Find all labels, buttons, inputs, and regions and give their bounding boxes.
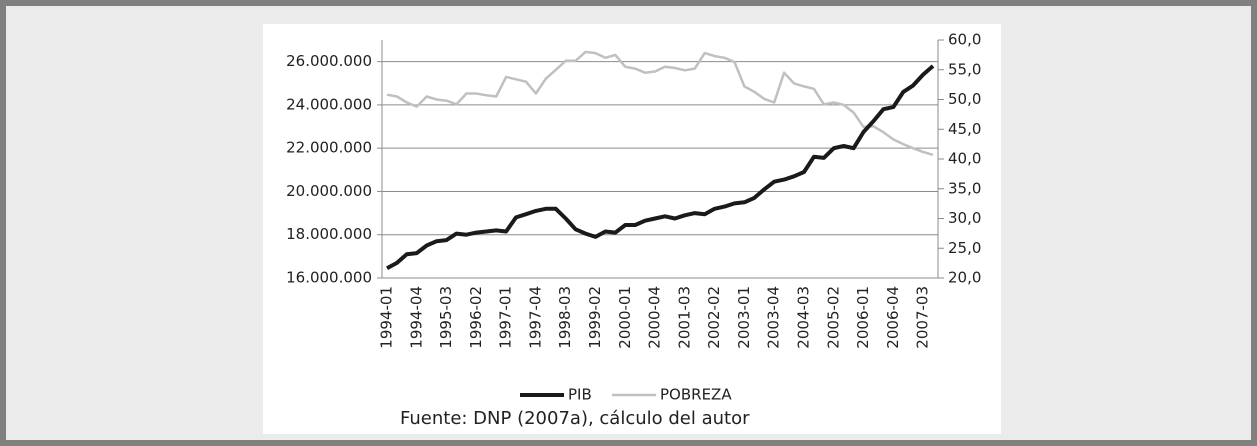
x-tick-label: 2002-02 [705, 286, 723, 349]
source: Fuente: DNP (2007a), cálculo del autor [400, 408, 750, 429]
legend-label: POBREZA [660, 386, 732, 404]
x-tick-label: 2003-01 [735, 286, 753, 349]
y-tick-label: 26.000.000 [286, 52, 372, 70]
y2-tick-label: 35,0 [948, 179, 981, 197]
y-tick-label: 22.000.000 [286, 139, 372, 157]
y2-tick-label: 45,0 [948, 120, 981, 138]
y-tick-label: 18.000.000 [286, 225, 372, 243]
y-tick-label: 20.000.000 [286, 182, 372, 200]
y2-tick-label: 40,0 [948, 150, 981, 168]
x-tick-label: 1997-04 [526, 286, 544, 349]
legend-label: PIB [568, 386, 592, 404]
x-tick-label: 1994-01 [377, 286, 395, 349]
y2-tick-label: 55,0 [948, 60, 981, 78]
y2-tick-label: 20,0 [948, 269, 981, 287]
x-tick-label: 2007-03 [914, 286, 932, 349]
y2-tick-label: 60,0 [948, 31, 981, 49]
x-tick-label: 2006-04 [884, 286, 902, 349]
series-line [386, 50, 934, 156]
x-tick-label: 2000-01 [616, 286, 634, 349]
y2-tick-label: 50,0 [948, 90, 981, 108]
x-tick-label: 2004-03 [794, 286, 812, 349]
y2-tick-label: 30,0 [948, 209, 981, 227]
chart-panel [263, 24, 1001, 434]
x-tick-label: 2005-02 [824, 286, 842, 349]
x-tick-label: 1999-02 [586, 286, 604, 349]
y-tick-label: 24.000.000 [286, 95, 372, 113]
x-tick-label: 1998-03 [556, 286, 574, 349]
x-tick-label: 1994-04 [407, 286, 425, 349]
x-tick-label: 1997-01 [497, 286, 515, 349]
x-tick-label: 2000-04 [646, 286, 664, 349]
y2-tick-label: 25,0 [948, 239, 981, 257]
series-line [386, 64, 935, 271]
x-tick-label: 1995-03 [437, 286, 455, 349]
x-tick-label: 2006-01 [854, 286, 872, 349]
chart: Fuente: DNP (2007a), cálculo del autor 1… [263, 24, 1001, 434]
x-tick-label: 2003-04 [765, 286, 783, 349]
x-tick-label: 2001-03 [675, 286, 693, 349]
x-tick-label: 1996-02 [467, 286, 485, 349]
y-tick-label: 16.000.000 [286, 269, 372, 287]
